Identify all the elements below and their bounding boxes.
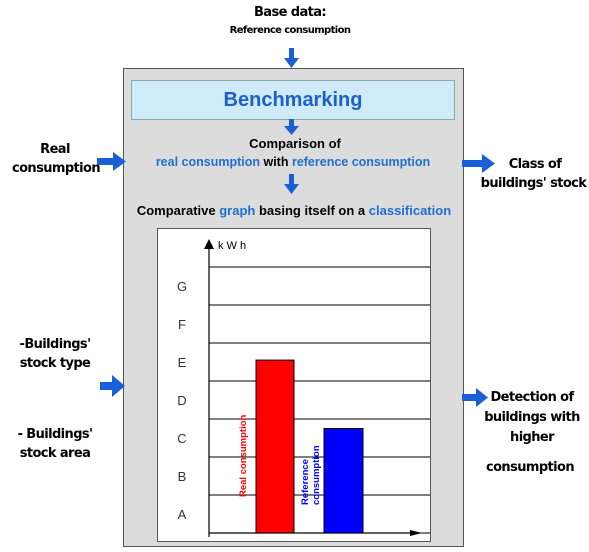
detection-label-4: consumption <box>486 460 575 475</box>
arrow-down-icon <box>284 174 299 194</box>
bar-reference <box>323 428 364 534</box>
comparative-graph: k W h A B C D E F G Real consumption Referencecon… <box>157 228 431 542</box>
graph-desc-part1: Comparative <box>136 203 220 218</box>
class-label-d: D <box>177 393 186 408</box>
bar-chart: k W h A B C D E F G Real consumption Referencecon… <box>177 239 430 537</box>
stock-type-label-1: -Buildings' <box>19 337 92 352</box>
class-label-f: F <box>178 317 186 332</box>
base-data-subtitle: Reference consumption <box>229 25 351 36</box>
stock-type-label-2: stock type <box>19 356 91 371</box>
bar-real <box>255 359 295 534</box>
reference-consumption-bar-label: Referenceconsumption <box>300 445 322 505</box>
base-data-title: Base data: <box>253 5 327 20</box>
reference-label-line-2: consumption <box>311 445 322 505</box>
comparison-heading: Comparison of <box>249 136 341 151</box>
real-consumption-text: real consumption <box>155 155 260 169</box>
reference-label-line-1: Reference <box>300 459 311 505</box>
arrow-right-icon <box>462 154 495 173</box>
y-axis-arrow-icon <box>204 239 214 249</box>
class-label-c: C <box>177 431 186 446</box>
detection-label-1: Detection of <box>490 390 574 405</box>
stock-area-label-2: stock area <box>19 446 91 461</box>
arrow-down-icon <box>284 119 299 135</box>
arrow-right-icon <box>100 375 125 397</box>
x-axis-arrow-icon <box>410 530 422 536</box>
class-label-b: B <box>178 469 187 484</box>
class-label-2: buildings' stock <box>480 176 587 191</box>
graph-word: graph <box>219 203 256 218</box>
real-label-1: Real <box>40 142 70 157</box>
real-label-2: consumption <box>12 161 101 176</box>
class-label-e: E <box>178 355 187 370</box>
arrow-down-icon <box>284 48 299 68</box>
graph-description: Comparative graph basing itself on a cla… <box>123 203 465 218</box>
class-label-1: Class of <box>508 157 562 172</box>
comparison-line: real consumption with reference consumpt… <box>126 155 460 169</box>
class-label-a: A <box>178 507 187 522</box>
stock-area-label-1: - Buildings' <box>17 427 93 442</box>
graph-desc-part2: basing itself on a <box>255 203 369 218</box>
real-consumption-bar-label: Real consumption <box>238 414 249 497</box>
arrow-right-icon <box>97 152 126 171</box>
detection-label-3: higher <box>510 430 555 445</box>
class-label-g: G <box>177 279 187 294</box>
classification-word: classification <box>368 203 452 218</box>
reference-consumption-text: reference consumption <box>291 155 431 169</box>
y-unit-label: k W h <box>218 240 246 252</box>
arrow-right-icon <box>462 388 488 407</box>
with-text: with <box>260 155 292 169</box>
detection-label-2: buildings with <box>484 410 580 425</box>
